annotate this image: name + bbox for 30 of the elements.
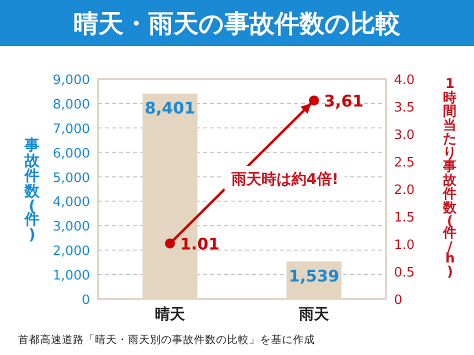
y2-tick-label: 3.5: [394, 100, 415, 116]
y2-tick-label: 3.0: [394, 128, 415, 143]
data-label: 8,401: [144, 98, 196, 118]
y2-tick-label: 1.5: [394, 210, 415, 226]
x-tick-label: 晴天: [155, 305, 186, 323]
y-tick-label: 8,000: [52, 97, 90, 112]
y-axis-title: 事故件数(件): [24, 136, 40, 244]
y-tick-label: 2,000: [52, 244, 90, 260]
text: 1時間当たり事故件数(件/h): [443, 76, 457, 280]
data-label: 1.01: [180, 234, 220, 254]
y-tick-label: 7,000: [52, 122, 90, 137]
chart-title: 晴天・雨天の事故件数の比較: [74, 9, 402, 38]
text: 首都高速道路「晴天・雨天別の事故件数の比較」を基に作成: [18, 333, 315, 346]
data-label: 3,61: [324, 91, 364, 110]
y2-tick-label: 2.5: [394, 156, 415, 170]
y2-tick-label: 0: [394, 293, 402, 308]
y-tick-label: 3,000: [52, 220, 90, 235]
y-tick-label: 4,000: [52, 195, 90, 210]
y-tick-label: 9,000: [52, 73, 90, 88]
y-tick-label: 1,000: [52, 268, 90, 284]
y2-tick-label: 4.0: [394, 73, 415, 88]
y2-tick-label: 1.0: [394, 238, 415, 253]
y2-tick-label: 0.5: [394, 266, 415, 280]
x-tick-label: 雨天: [298, 305, 330, 323]
annotation: 雨天時は約4倍!: [230, 170, 339, 188]
y2-tick-label: 2.0: [394, 183, 415, 198]
y-tick-label: 0: [82, 293, 90, 308]
data-label: 1,539: [288, 266, 340, 286]
y-tick-label: 6,000: [52, 146, 90, 162]
y-tick-label: 5,000: [52, 170, 90, 186]
